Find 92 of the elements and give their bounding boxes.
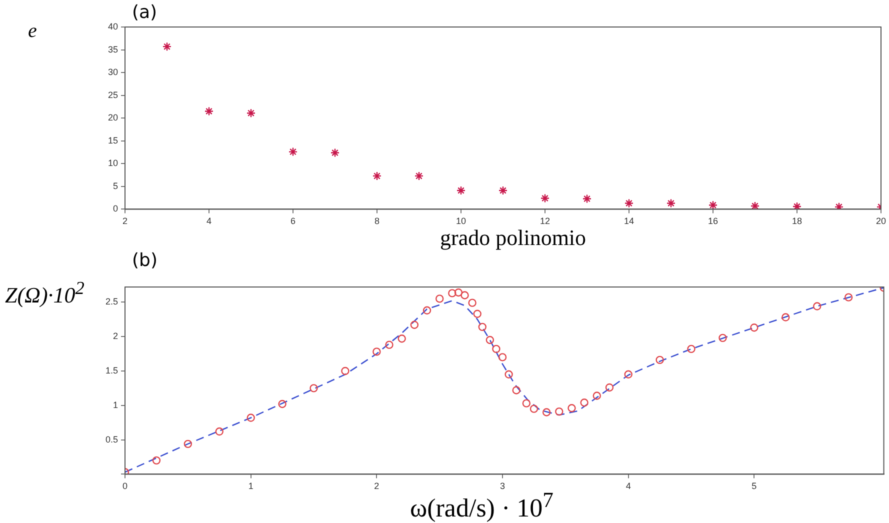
y-tick-label: 1.5 bbox=[105, 365, 118, 376]
point bbox=[372, 171, 382, 181]
point bbox=[555, 407, 564, 416]
point bbox=[385, 340, 394, 349]
x-tick-label: 4 bbox=[206, 216, 212, 226]
point bbox=[486, 336, 494, 344]
point bbox=[162, 42, 172, 52]
point bbox=[341, 366, 350, 376]
point bbox=[512, 386, 520, 394]
y-tick-label: 0.5 bbox=[105, 434, 118, 444]
point bbox=[435, 294, 444, 303]
point bbox=[624, 198, 634, 208]
point bbox=[582, 194, 592, 204]
y-tick-label: 30 bbox=[108, 67, 118, 78]
point bbox=[542, 408, 551, 416]
point bbox=[398, 334, 406, 343]
point bbox=[448, 289, 456, 298]
point bbox=[666, 198, 676, 208]
point bbox=[246, 414, 255, 422]
y-tick-label: 40 bbox=[108, 21, 118, 32]
point bbox=[454, 288, 463, 297]
point bbox=[410, 320, 419, 329]
point bbox=[844, 293, 853, 302]
point bbox=[288, 147, 298, 156]
y-tick-label: 20 bbox=[108, 112, 118, 123]
x-tick-label: 8 bbox=[374, 216, 380, 226]
point bbox=[530, 404, 538, 413]
point bbox=[215, 427, 224, 436]
point bbox=[372, 348, 381, 356]
x-tick-label: 2 bbox=[122, 216, 128, 226]
x-tick-label: 10 bbox=[456, 216, 466, 226]
point bbox=[414, 171, 424, 181]
point bbox=[522, 399, 531, 408]
x-axis-title: grado polinomio bbox=[440, 225, 586, 251]
y-axis-title: Z(Ω)·10$^{2}$ bbox=[5, 278, 84, 308]
point bbox=[330, 148, 340, 158]
point bbox=[184, 440, 192, 448]
point bbox=[152, 456, 161, 465]
point bbox=[580, 398, 588, 407]
point bbox=[473, 310, 482, 318]
point bbox=[605, 383, 614, 392]
y-tick-label: 10 bbox=[108, 158, 118, 168]
x-tick-label: 0 bbox=[122, 481, 128, 492]
x-tick-label: 6 bbox=[290, 216, 296, 226]
point bbox=[498, 353, 507, 362]
point bbox=[624, 370, 632, 379]
point bbox=[498, 186, 508, 196]
point bbox=[656, 356, 664, 364]
point bbox=[422, 306, 432, 314]
point bbox=[310, 384, 318, 392]
y-tick-label: 1 bbox=[112, 400, 118, 410]
point bbox=[718, 334, 727, 342]
point bbox=[592, 392, 601, 400]
y-tick-label: 35 bbox=[108, 44, 118, 54]
x-tick-label: 18 bbox=[792, 216, 802, 226]
point bbox=[456, 186, 466, 196]
y-axis-title: e bbox=[28, 20, 37, 43]
x-tick-label: 16 bbox=[708, 216, 718, 226]
y-tick-label: 0 bbox=[112, 204, 118, 214]
point bbox=[750, 324, 758, 332]
point bbox=[478, 322, 486, 332]
x-tick-label: 1 bbox=[248, 481, 254, 492]
point bbox=[540, 194, 550, 203]
y-tick-label: 5 bbox=[112, 180, 118, 191]
y-tick-label: 2.5 bbox=[105, 296, 118, 307]
point bbox=[246, 108, 256, 118]
line-series bbox=[125, 287, 884, 473]
point bbox=[460, 291, 469, 300]
chart-title: (b) bbox=[132, 250, 158, 271]
point bbox=[278, 400, 286, 408]
x-tick-label: 2 bbox=[374, 481, 380, 492]
chart-title: (a) bbox=[132, 2, 158, 23]
x-tick-label: 4 bbox=[626, 481, 631, 492]
point bbox=[708, 200, 718, 210]
x-tick-label: 5 bbox=[752, 481, 757, 492]
x-tick-label: 20 bbox=[876, 216, 886, 226]
y-tick-label: 25 bbox=[108, 90, 118, 100]
point bbox=[782, 313, 790, 322]
y-tick-label: 2 bbox=[112, 331, 118, 342]
point bbox=[468, 298, 476, 307]
point bbox=[492, 344, 500, 354]
point bbox=[792, 202, 802, 210]
point bbox=[204, 106, 214, 116]
point bbox=[687, 344, 696, 354]
point bbox=[568, 404, 576, 412]
x-tick-label: 14 bbox=[624, 216, 634, 226]
x-tick-label: 12 bbox=[540, 216, 550, 226]
y-tick-label: 15 bbox=[108, 135, 118, 146]
point bbox=[813, 302, 822, 310]
point bbox=[504, 370, 513, 379]
point bbox=[750, 201, 760, 210]
point bbox=[834, 202, 844, 210]
